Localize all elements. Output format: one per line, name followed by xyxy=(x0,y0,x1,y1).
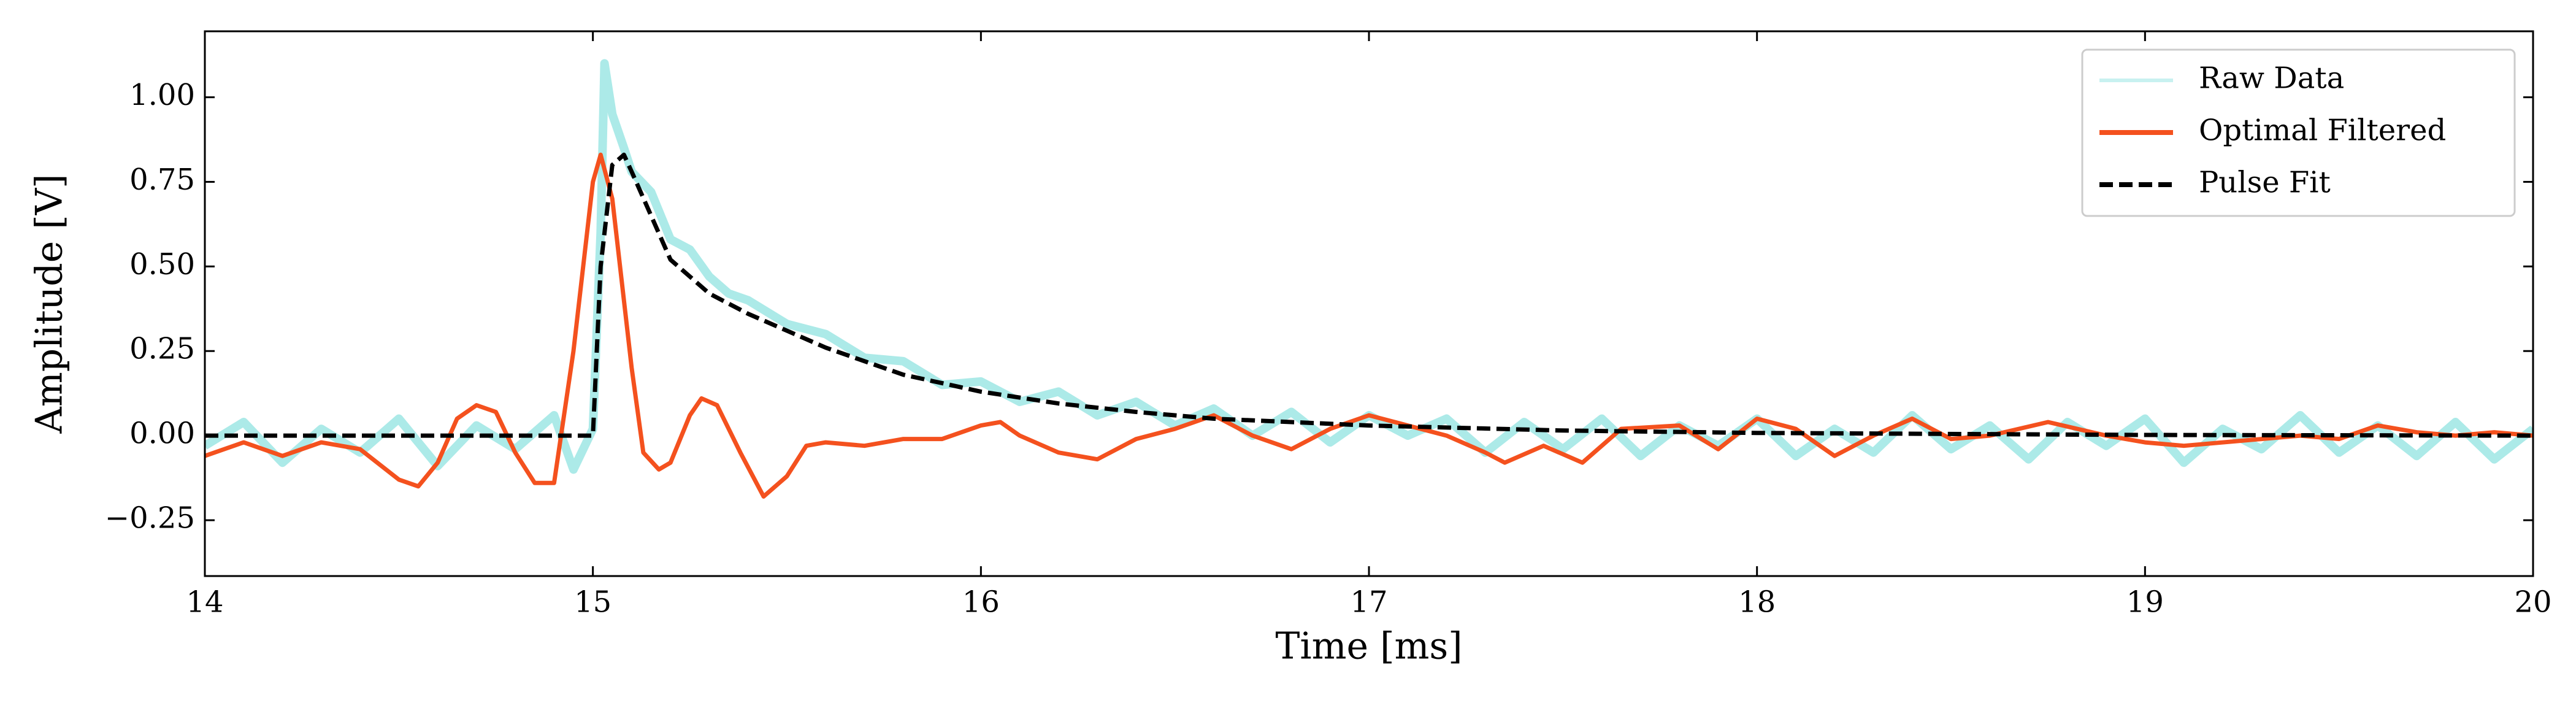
legend-label: Pulse Fit xyxy=(2199,166,2331,200)
x-tick-label: 20 xyxy=(2514,585,2551,620)
legend-label: Raw Data xyxy=(2199,61,2344,96)
x-tick-label: 16 xyxy=(962,585,1000,620)
x-axis-label: Time [ms] xyxy=(1275,625,1462,668)
legend-box xyxy=(2081,48,2516,217)
x-tick-label: 14 xyxy=(186,585,223,620)
y-axis-label: Amplitude [V] xyxy=(28,174,71,434)
y-tick-label: 0.50 xyxy=(129,247,195,282)
y-tick-label: −0.25 xyxy=(105,501,195,535)
y-tick-label: 0.00 xyxy=(129,417,195,451)
y-tick-label: 0.75 xyxy=(129,163,195,197)
x-tick-label: 15 xyxy=(574,585,611,620)
y-tick-label: 0.25 xyxy=(129,332,195,366)
y-tick-label: 1.00 xyxy=(129,78,195,112)
series-line xyxy=(205,152,2533,438)
x-tick-label: 18 xyxy=(1738,585,1776,620)
legend-label: Optimal Filtered xyxy=(2199,113,2446,148)
plot-frame xyxy=(204,30,2534,577)
x-tick-label: 17 xyxy=(1350,585,1387,620)
x-tick-label: 19 xyxy=(2126,585,2164,620)
